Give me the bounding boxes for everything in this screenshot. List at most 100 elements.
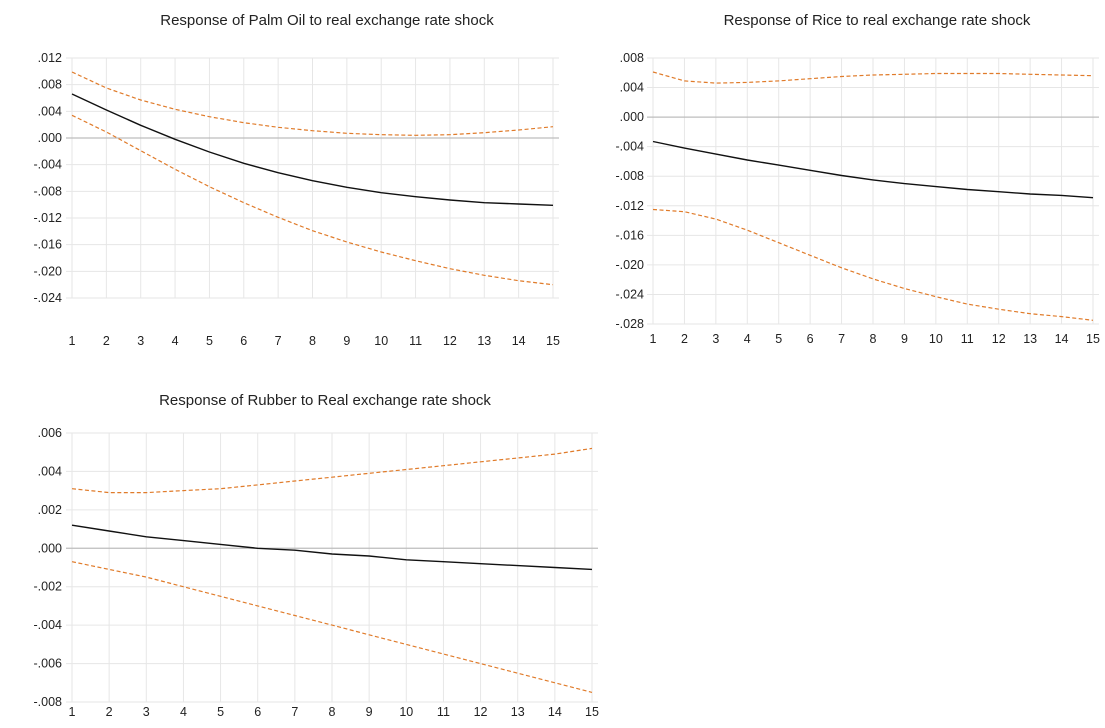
x-tick-label: 3 (143, 705, 150, 719)
y-tick-label: -.020 (34, 264, 63, 278)
chart-title: Response of Palm Oil to real exchange ra… (160, 12, 494, 29)
x-tick-label: 9 (343, 334, 350, 348)
y-tick-label: -.012 (34, 211, 63, 225)
x-tick-label: 6 (240, 334, 247, 348)
x-tick-label: 1 (69, 705, 76, 719)
y-axis: .012 .008 .004 .000 -.004 -.008 -.012 -.016 -.02… (34, 51, 63, 305)
y-tick-label: -.004 (34, 618, 63, 632)
series-lines (71, 447, 593, 693)
y-tick-label: .004 (38, 464, 62, 478)
x-tick-label: 8 (309, 334, 316, 348)
x-tick-label: 5 (775, 332, 782, 346)
x-tick-label: 15 (546, 334, 560, 348)
y-tick-label: -.024 (616, 287, 645, 301)
x-tick-label: 12 (992, 332, 1006, 346)
x-tick-label: 13 (511, 705, 525, 719)
x-tick-label: 2 (681, 332, 688, 346)
series-line-lower (652, 208, 1094, 321)
y-tick-label: .008 (620, 51, 644, 65)
x-tick-label: 4 (180, 705, 187, 719)
x-tick-label: 7 (838, 332, 845, 346)
y-tick-label: -.002 (34, 580, 63, 594)
x-tick-label: 8 (329, 705, 336, 719)
x-tick-label: 8 (870, 332, 877, 346)
x-tick-label: 14 (548, 705, 562, 719)
x-tick-label: 14 (512, 334, 526, 348)
x-tick-label: 6 (254, 705, 261, 719)
series-line-response (652, 140, 1094, 199)
chart-title: Response of Rice to real exchange rate s… (724, 12, 1031, 29)
y-tick-label: -.028 (616, 317, 645, 331)
x-tick-label: 2 (106, 705, 113, 719)
series-line-lower (71, 561, 593, 693)
x-tick-label: 12 (443, 334, 457, 348)
series-lines (652, 71, 1094, 321)
x-tick-label: 12 (474, 705, 488, 719)
series-line-upper (652, 71, 1094, 84)
y-tick-label: -.008 (34, 184, 63, 198)
series-line-response (71, 93, 554, 206)
x-tick-label: 2 (103, 334, 110, 348)
x-tick-label: 13 (1023, 332, 1037, 346)
series-line-lower (71, 114, 554, 286)
x-tick-label: 10 (399, 705, 413, 719)
y-tick-label: .006 (38, 426, 62, 440)
y-tick-label: -.006 (34, 657, 63, 671)
chart-rubber: Response of Rubber to Real exchange rate… (0, 380, 600, 728)
chart-palm-oil: Response of Palm Oil to real exchange ra… (0, 0, 590, 365)
y-axis: .008 .004 .000 -.004 -.008 -.012 -.016 -.020 -.0… (616, 51, 645, 331)
x-tick-label: 11 (409, 334, 422, 348)
y-axis: .006 .004 .002 .000 -.002 -.004 -.006 -.008 (34, 426, 63, 709)
y-tick-label: -.008 (616, 169, 645, 183)
y-tick-label: -.012 (616, 199, 645, 213)
x-tick-label: 3 (712, 332, 719, 346)
chart-palm-oil-svg: Response of Palm Oil to real exchange ra… (34, 12, 560, 348)
x-tick-label: 1 (69, 334, 76, 348)
x-tick-label: 1 (650, 332, 657, 346)
x-tick-label: 6 (807, 332, 814, 346)
x-tick-label: 3 (137, 334, 144, 348)
series-line-upper (71, 71, 554, 136)
chart-rubber-svg: Response of Rubber to Real exchange rate… (34, 392, 599, 719)
x-tick-label: 11 (437, 705, 450, 719)
y-tick-label: .000 (38, 131, 62, 145)
x-tick-label: 5 (217, 705, 224, 719)
gridlines (66, 57, 559, 299)
x-tick-label: 14 (1055, 332, 1069, 346)
y-tick-label: .004 (38, 104, 62, 118)
x-tick-label: 7 (275, 334, 282, 348)
y-tick-label: -.004 (34, 158, 63, 172)
y-tick-label: .008 (38, 78, 62, 92)
y-tick-label: -.008 (34, 695, 63, 709)
x-tick-label: 9 (901, 332, 908, 346)
x-tick-label: 10 (374, 334, 388, 348)
y-tick-label: .000 (620, 110, 644, 124)
y-tick-label: -.016 (34, 238, 63, 252)
x-tick-label: 7 (291, 705, 298, 719)
x-tick-label: 4 (172, 334, 179, 348)
series-line-response (71, 524, 593, 571)
y-tick-label: .012 (38, 51, 62, 65)
gridlines (647, 57, 1099, 325)
chart-rice: Response of Rice to real exchange rate s… (590, 0, 1105, 365)
x-axis: 1 2 3 4 5 6 7 8 9 10 11 12 13 14 15 (69, 705, 599, 719)
x-tick-label: 10 (929, 332, 943, 346)
y-tick-label: .004 (620, 81, 644, 95)
y-tick-label: .002 (38, 503, 62, 517)
y-tick-label: -.004 (616, 140, 645, 154)
x-tick-label: 15 (585, 705, 599, 719)
gridlines (66, 432, 598, 703)
x-tick-label: 4 (744, 332, 751, 346)
y-tick-label: -.020 (616, 258, 645, 272)
y-tick-label: -.024 (34, 291, 63, 305)
x-tick-label: 11 (961, 332, 974, 346)
x-tick-label: 13 (477, 334, 491, 348)
series-line-upper (71, 447, 593, 494)
chart-title: Response of Rubber to Real exchange rate… (159, 392, 491, 409)
x-axis: 1 2 3 4 5 6 7 8 9 10 11 12 13 14 15 (69, 334, 560, 348)
series-lines (71, 71, 554, 286)
y-tick-label: .000 (38, 541, 62, 555)
chart-rice-svg: Response of Rice to real exchange rate s… (616, 12, 1100, 346)
x-tick-label: 9 (366, 705, 373, 719)
y-tick-label: -.016 (616, 228, 645, 242)
